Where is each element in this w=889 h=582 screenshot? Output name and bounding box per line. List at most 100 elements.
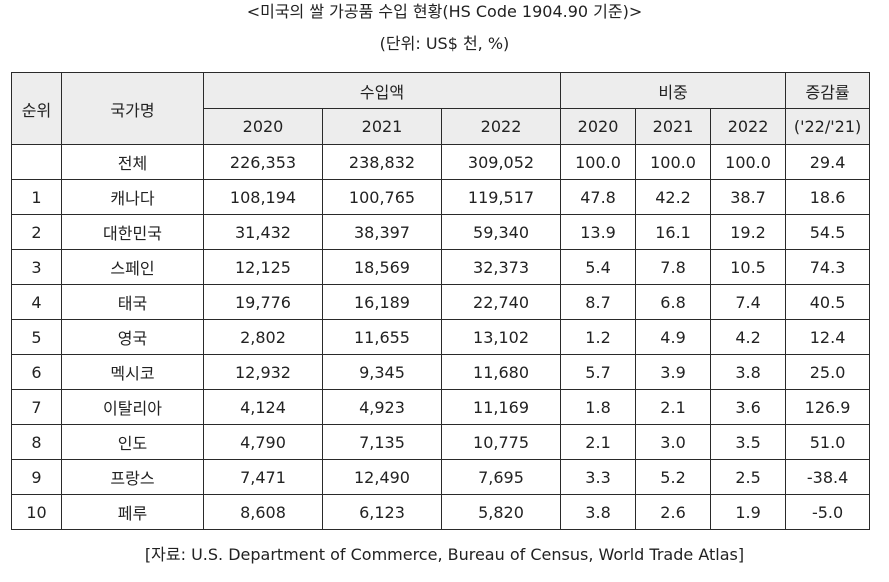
unit-note: (단위: US$ 천, %) — [379, 34, 510, 53]
import-table: 순위 국가명 수입액 비중 증감률 2020 2021 2022 2020 20… — [11, 72, 871, 530]
cell-amount-2020: 2,802 — [203, 319, 323, 355]
cell-amount-2021: 38,397 — [322, 214, 442, 250]
cell-amount-2020: 7,471 — [203, 459, 323, 495]
header-growth: 증감률 — [785, 72, 871, 109]
cell-share-2022: 4.2 — [710, 319, 787, 355]
cell-amount-2021: 16,189 — [322, 284, 442, 320]
cell-country: 멕시코 — [61, 354, 204, 390]
header-share-2020: 2020 — [560, 108, 637, 145]
table-row: 2 대한민국 31,432 38,397 59,340 13.9 16.1 19… — [11, 214, 871, 250]
cell-amount-2020: 226,353 — [203, 144, 323, 180]
cell-amount-2020: 8,608 — [203, 494, 323, 530]
cell-amount-2022: 32,373 — [440, 249, 562, 285]
cell-amount-2021: 7,135 — [322, 424, 442, 460]
table-row: 5 영국 2,802 11,655 13,102 1.2 4.9 4.2 12.… — [11, 319, 871, 355]
cell-growth: 54.5 — [785, 214, 871, 250]
table-row: 7 이탈리아 4,124 4,923 11,169 1.8 2.1 3.6 12… — [11, 389, 871, 425]
cell-share-2021: 42.2 — [635, 179, 712, 215]
cell-country: 캐나다 — [61, 179, 204, 215]
table-row: 9 프랑스 7,471 12,490 7,695 3.3 5.2 2.5 -38… — [11, 459, 871, 495]
cell-growth: 74.3 — [785, 249, 871, 285]
header-share-2021: 2021 — [635, 108, 712, 145]
cell-amount-2022: 309,052 — [440, 144, 562, 180]
cell-amount-2020: 12,932 — [203, 354, 323, 390]
cell-amount-2021: 4,923 — [322, 389, 442, 425]
cell-share-2020: 2.1 — [560, 424, 637, 460]
header-share: 비중 — [560, 72, 787, 109]
cell-amount-2021: 6,123 — [322, 494, 442, 530]
cell-rank: 6 — [11, 354, 62, 390]
cell-share-2022: 100.0 — [710, 144, 787, 180]
cell-amount-2020: 19,776 — [203, 284, 323, 320]
table-row: 8 인도 4,790 7,135 10,775 2.1 3.0 3.5 51.0 — [11, 424, 871, 460]
cell-share-2020: 13.9 — [560, 214, 637, 250]
cell-rank: 8 — [11, 424, 62, 460]
cell-rank — [11, 144, 62, 180]
cell-growth: -5.0 — [785, 494, 871, 530]
cell-share-2020: 47.8 — [560, 179, 637, 215]
cell-country: 프랑스 — [61, 459, 204, 495]
cell-amount-2022: 11,680 — [440, 354, 562, 390]
header-row-2: 2020 2021 2022 2020 2021 2022 ('22/'21) — [12, 108, 871, 145]
cell-country: 전체 — [61, 144, 204, 180]
cell-growth: 25.0 — [785, 354, 871, 390]
cell-growth: -38.4 — [785, 459, 871, 495]
cell-country: 이탈리아 — [61, 389, 204, 425]
cell-amount-2021: 18,569 — [322, 249, 442, 285]
header-amount-2020: 2020 — [203, 108, 323, 145]
cell-growth: 18.6 — [785, 179, 871, 215]
header-row-1: 순위 국가명 수입액 비중 증감률 — [11, 72, 871, 145]
cell-share-2022: 2.5 — [710, 459, 787, 495]
cell-share-2020: 8.7 — [560, 284, 637, 320]
cell-amount-2022: 10,775 — [440, 424, 562, 460]
table-title: <미국의 쌀 가공품 수입 현황(HS Code 1904.90 기준)> — [246, 2, 643, 21]
cell-amount-2022: 119,517 — [440, 179, 562, 215]
cell-rank: 7 — [11, 389, 62, 425]
cell-amount-2020: 108,194 — [203, 179, 323, 215]
cell-amount-2022: 11,169 — [440, 389, 562, 425]
cell-country: 스페인 — [61, 249, 204, 285]
cell-share-2022: 38.7 — [710, 179, 787, 215]
cell-rank: 3 — [11, 249, 62, 285]
header-import-amount: 수입액 — [202, 72, 562, 109]
cell-share-2020: 5.4 — [560, 249, 637, 285]
header-share-2022: 2022 — [710, 108, 787, 145]
table-row-total: 전체 226,353 238,832 309,052 100.0 100.0 1… — [11, 144, 871, 180]
header-amount-2022: 2022 — [440, 108, 562, 145]
cell-rank: 1 — [11, 179, 62, 215]
cell-share-2022: 19.2 — [710, 214, 787, 250]
cell-share-2020: 100.0 — [560, 144, 637, 180]
cell-amount-2020: 4,124 — [203, 389, 323, 425]
cell-amount-2022: 7,695 — [440, 459, 562, 495]
cell-rank: 9 — [11, 459, 62, 495]
cell-country: 인도 — [61, 424, 204, 460]
cell-rank: 10 — [11, 494, 62, 530]
header-amount-2021: 2021 — [322, 108, 442, 145]
cell-country: 태국 — [61, 284, 204, 320]
cell-growth: 12.4 — [785, 319, 871, 355]
cell-amount-2021: 238,832 — [322, 144, 442, 180]
cell-share-2021: 6.8 — [635, 284, 712, 320]
cell-rank: 2 — [11, 214, 62, 250]
cell-share-2021: 3.0 — [635, 424, 712, 460]
cell-share-2021: 4.9 — [635, 319, 712, 355]
cell-amount-2020: 4,790 — [203, 424, 323, 460]
cell-country: 영국 — [61, 319, 204, 355]
cell-amount-2021: 100,765 — [322, 179, 442, 215]
cell-share-2021: 5.2 — [635, 459, 712, 495]
cell-share-2022: 1.9 — [710, 494, 787, 530]
cell-country: 페루 — [61, 494, 204, 530]
cell-growth: 40.5 — [785, 284, 871, 320]
cell-rank: 5 — [11, 319, 62, 355]
cell-share-2021: 2.1 — [635, 389, 712, 425]
cell-amount-2022: 5,820 — [440, 494, 562, 530]
cell-share-2022: 10.5 — [710, 249, 787, 285]
table-row: 10 페루 8,608 6,123 5,820 3.8 2.6 1.9 -5.0 — [11, 494, 871, 530]
cell-growth: 29.4 — [785, 144, 871, 180]
cell-share-2021: 16.1 — [635, 214, 712, 250]
table-row: 6 멕시코 12,932 9,345 11,680 5.7 3.9 3.8 25… — [11, 354, 871, 390]
cell-share-2022: 3.5 — [710, 424, 787, 460]
cell-share-2020: 1.2 — [560, 319, 637, 355]
cell-share-2021: 7.8 — [635, 249, 712, 285]
cell-amount-2021: 12,490 — [322, 459, 442, 495]
